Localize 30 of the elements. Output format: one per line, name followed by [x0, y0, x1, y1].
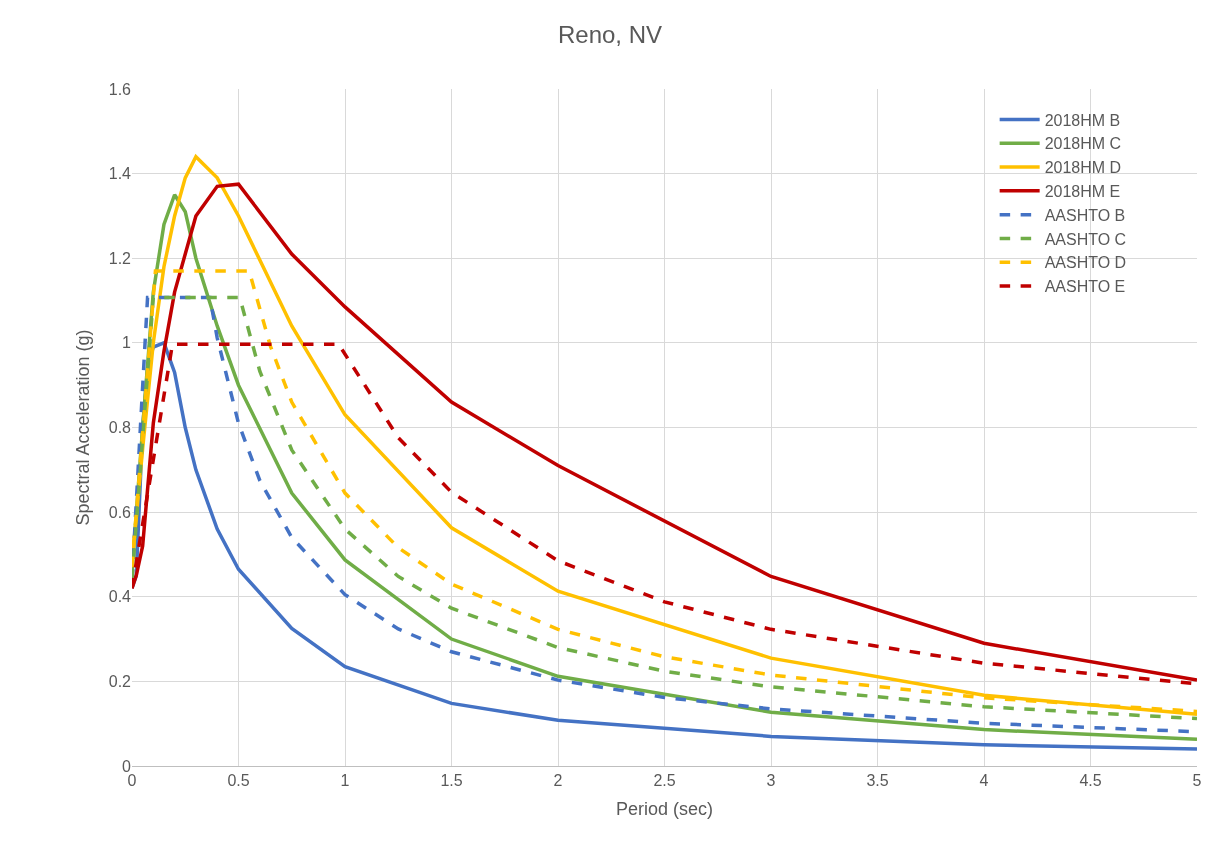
y-tick-label: 0.4	[108, 588, 132, 606]
legend-label: AASHTO D	[1044, 254, 1127, 272]
legend-label: 2018HM B	[1044, 111, 1121, 129]
y-tick-label: 1.6	[108, 80, 132, 98]
x-tick-label: 1	[340, 772, 350, 790]
legend-label: 2018HM D	[1044, 159, 1122, 177]
legend-label: 2018HM E	[1044, 183, 1121, 201]
x-tick-label: 1.5	[440, 772, 463, 790]
legend-label: AASHTO C	[1044, 230, 1127, 248]
y-axis-title: Spectral Acceleration (g)	[72, 329, 93, 526]
x-tick-label: 2	[553, 772, 563, 790]
x-tick-label: 3.5	[866, 772, 889, 790]
y-tick-label: 1.2	[108, 249, 132, 267]
chart-title: Reno, NV	[557, 20, 663, 48]
legend-label: AASHTO B	[1044, 206, 1126, 224]
legend-label: 2018HM C	[1044, 135, 1122, 153]
x-tick-label: 3	[766, 772, 776, 790]
x-axis-title: Period (sec)	[615, 799, 714, 820]
x-tick-label: 4.5	[1079, 772, 1102, 790]
legend-label: AASHTO E	[1044, 278, 1126, 296]
x-tick-label: 0.5	[227, 772, 250, 790]
y-tick-label: 0	[122, 757, 132, 775]
y-tick-label: 0.2	[108, 672, 132, 690]
y-tick-label: 1.4	[108, 165, 132, 183]
y-tick-label: 0.6	[108, 503, 132, 521]
x-tick-label: 2.5	[653, 772, 676, 790]
y-tick-label: 1	[122, 334, 132, 352]
y-tick-label: 0.8	[108, 419, 132, 437]
x-tick-label: 4	[979, 772, 989, 790]
x-tick-label: 5	[1192, 772, 1202, 790]
